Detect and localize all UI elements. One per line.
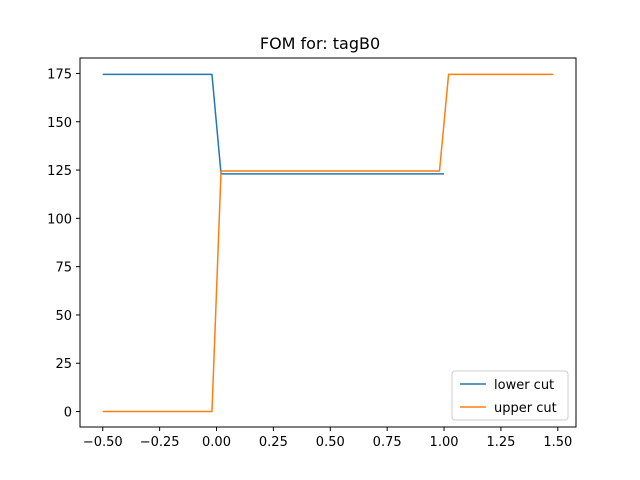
axes-background (80, 58, 576, 427)
y-tick-label: 50 (55, 309, 72, 324)
y-axis: 0 25 50 75 100 125 150 175 (47, 67, 80, 421)
legend-lower-cut-label: lower cut (494, 378, 554, 393)
axes-frame (79, 57, 577, 428)
x-tick-label: 0.75 (373, 435, 402, 450)
legend: lower cut upper cut (451, 370, 569, 421)
x-tick-label: 0.50 (316, 435, 345, 450)
y-tick-label: 175 (47, 67, 72, 82)
chart-title: FOM for: tagB0 (260, 34, 380, 53)
x-tick-label: 1.00 (430, 435, 459, 450)
y-tick-label: 150 (47, 116, 72, 131)
x-tick-label: 1.25 (486, 435, 515, 450)
y-tick-label: 125 (47, 164, 72, 179)
plot-area: −0.50 −0.25 0.00 0.25 0.50 0.75 1.00 1.25 1.50 0… (47, 57, 577, 450)
x-tick-label: 0.25 (259, 435, 288, 450)
series-layer (102, 73, 554, 413)
y-tick-label: 0 (64, 406, 72, 421)
series-line-lower-cut (102, 73, 445, 175)
x-tick-label: 1.50 (543, 435, 572, 450)
y-tick-label: 100 (47, 212, 72, 227)
x-tick-label: −0.50 (83, 435, 123, 450)
y-tick-label: 75 (55, 261, 72, 276)
y-tick-label: 25 (55, 357, 72, 372)
x-axis: −0.50 −0.25 0.00 0.25 0.50 0.75 1.00 1.25 1.50 (83, 427, 572, 450)
series-line-upper-cut (102, 73, 554, 413)
legend-upper-cut-label: upper cut (494, 401, 557, 416)
x-tick-label: −0.25 (140, 435, 180, 450)
x-tick-label: 0.00 (202, 435, 231, 450)
